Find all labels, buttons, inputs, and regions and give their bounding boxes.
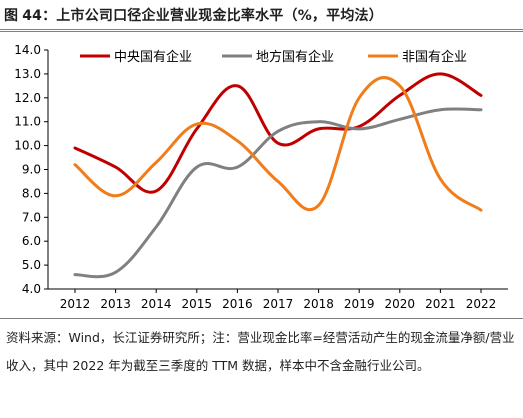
x-tick-label: 2014	[141, 297, 172, 311]
y-tick-label: 5.0	[22, 258, 41, 272]
source-note: 资料来源：Wind，长江证券研究所；注：营业现金比率=经营活动产生的现金流量净额…	[6, 330, 515, 373]
y-tick-label: 6.0	[22, 234, 41, 248]
legend-label-non-soe: 非国有企业	[402, 49, 467, 65]
legend-label-local-soe: 地方国有企业	[256, 49, 334, 65]
source-rule	[0, 318, 523, 319]
x-tick-label: 2018	[303, 297, 334, 311]
title-rule-bottom	[0, 31, 523, 32]
x-tick-label: 2021	[425, 297, 456, 311]
figure-label: 图	[4, 8, 19, 24]
chart-series	[73, 72, 483, 279]
y-tick-label: 8.0	[22, 186, 41, 200]
chart-legend: 中央国有企业 地方国有企业 非国有企业	[80, 49, 467, 65]
x-tick-label: 2013	[100, 297, 131, 311]
x-tick-label: 2019	[344, 297, 375, 311]
y-tick-label: 7.0	[22, 210, 41, 224]
legend-label-central-soe: 中央国有企业	[114, 49, 192, 65]
series-line-local-soe	[73, 107, 483, 279]
series-line-non-soe	[73, 76, 483, 212]
x-tick-label: 2016	[222, 297, 253, 311]
x-tick-label: 2017	[263, 297, 294, 311]
y-tick-label: 13.0	[14, 67, 41, 81]
y-tick-label: 9.0	[22, 163, 41, 177]
series-line-central-soe	[73, 72, 483, 194]
y-tick-label: 4.0	[22, 282, 41, 296]
chart-axes: 4.0 5.0 6.0 7.0 8.0 9.0 10.0 11.0 12.0 13.0 14.0 20…	[14, 43, 508, 311]
y-tick-label: 11.0	[14, 115, 41, 129]
line-chart: 4.0 5.0 6.0 7.0 8.0 9.0 10.0 11.0 12.0 13.0 14.0 20…	[0, 34, 523, 316]
x-tick-label: 2015	[182, 297, 213, 311]
y-tick-label: 12.0	[14, 91, 41, 105]
y-tick-label: 10.0	[14, 139, 41, 153]
figure-number: 44：	[22, 8, 57, 24]
title-rule-top	[0, 29, 523, 30]
x-tick-label: 2022	[466, 297, 497, 311]
line-chart-svg: 4.0 5.0 6.0 7.0 8.0 9.0 10.0 11.0 12.0 13.0 14.0 20…	[14, 43, 508, 311]
x-tick-label: 2020	[385, 297, 416, 311]
figure-title-text: 上市公司口径企业营业现金比率水平（%，平均法）	[56, 8, 383, 24]
x-tick-label: 2012	[60, 297, 91, 311]
figure-title: 图 44：上市公司口径企业营业现金比率水平（%，平均法）	[4, 5, 519, 27]
y-tick-label: 14.0	[14, 43, 41, 57]
